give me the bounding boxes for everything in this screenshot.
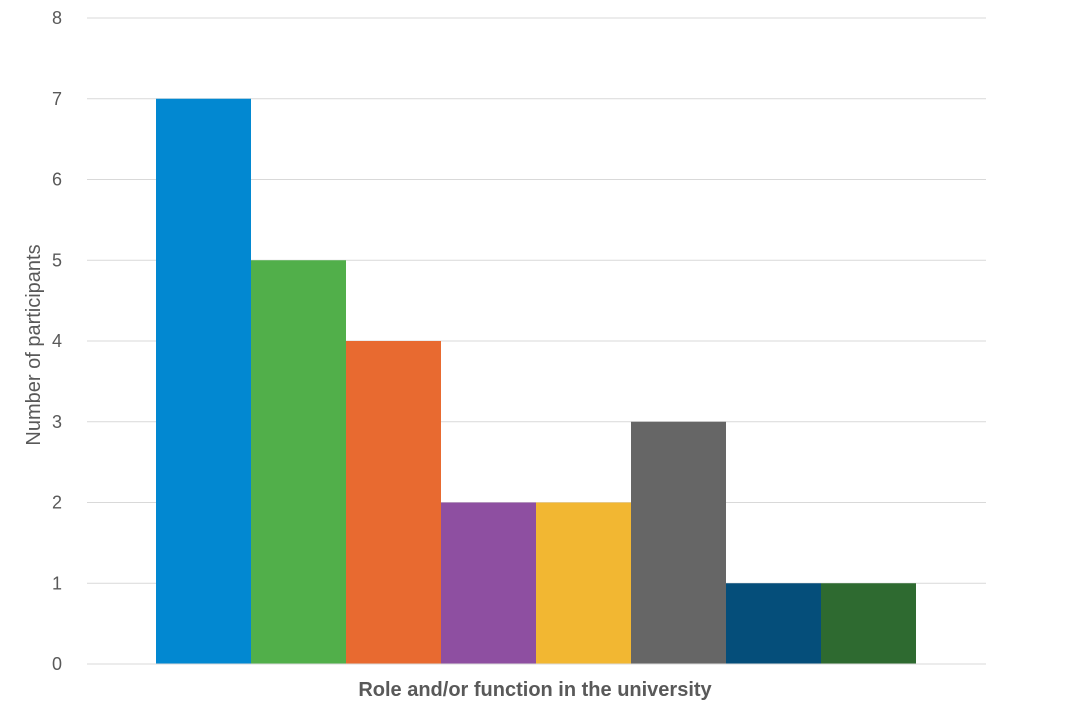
bar-2 bbox=[251, 260, 346, 664]
bar-5 bbox=[536, 502, 631, 664]
bar-1 bbox=[156, 98, 251, 664]
y-tick-label: 0 bbox=[52, 654, 62, 674]
y-axis-tick-labels: 0 1 2 3 4 5 6 7 8 bbox=[52, 8, 62, 674]
y-tick-label: 7 bbox=[52, 89, 62, 109]
bar-3 bbox=[346, 341, 441, 664]
y-tick-label: 2 bbox=[52, 493, 62, 513]
y-tick-label: 8 bbox=[52, 8, 62, 28]
y-tick-label: 3 bbox=[52, 412, 62, 432]
y-tick-label: 5 bbox=[52, 250, 62, 270]
y-tick-label: 4 bbox=[52, 331, 62, 351]
y-axis-title: Number of participants bbox=[23, 244, 45, 445]
y-tick-label: 1 bbox=[52, 573, 62, 593]
bar-6 bbox=[631, 421, 726, 664]
bar-7 bbox=[726, 583, 821, 664]
x-axis-title: Role and/or function in the university bbox=[358, 679, 712, 701]
bar-8 bbox=[821, 583, 916, 664]
bar-4 bbox=[441, 502, 536, 664]
y-tick-label: 6 bbox=[52, 170, 62, 190]
bars bbox=[156, 98, 916, 664]
